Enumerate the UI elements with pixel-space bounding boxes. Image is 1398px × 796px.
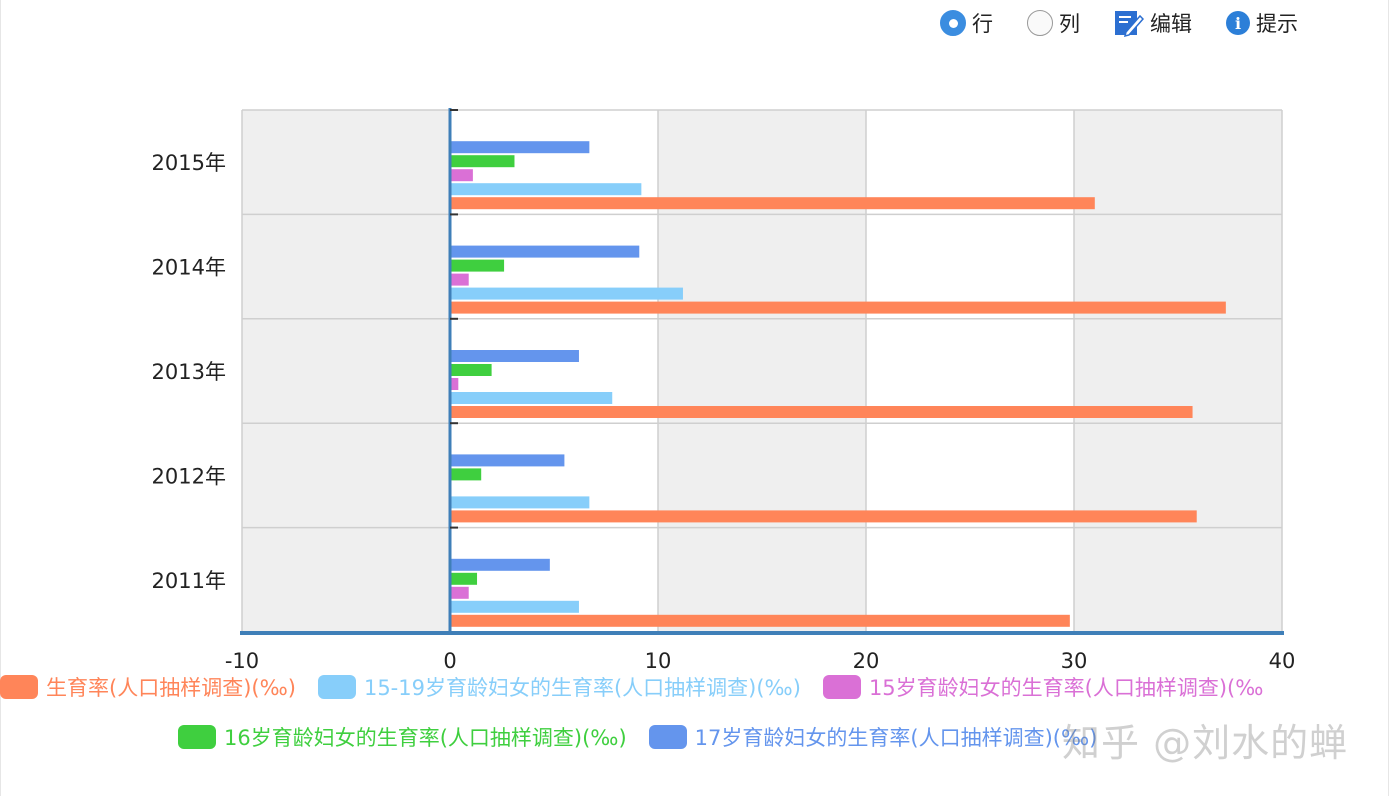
bar xyxy=(450,510,1197,523)
x-tick-label: 10 xyxy=(645,649,672,673)
bar xyxy=(450,155,515,168)
radio-selected-icon[interactable] xyxy=(940,10,966,36)
x-tick-label: 30 xyxy=(1061,649,1088,673)
bar xyxy=(450,245,640,258)
column-radio-label: 列 xyxy=(1059,12,1080,36)
bar xyxy=(450,169,473,182)
legend-label: 生育率(人口抽样调查)(‰) xyxy=(46,676,296,700)
category-label: 2011年 xyxy=(152,569,226,593)
legend-swatch xyxy=(0,675,38,699)
bar xyxy=(450,141,590,154)
legend-row-1: 生育率(人口抽样调查)(‰) 15-19岁育龄妇女的生育率(人口抽样调查)(‰) 1… xyxy=(0,672,1285,702)
legend-row-2: 16岁育龄妇女的生育率(人口抽样调查)(‰) 17岁育龄妇女的生育率(人口抽样调查… xyxy=(178,722,1119,752)
x-tick-label: 20 xyxy=(853,649,880,673)
category-label: 2014年 xyxy=(152,256,226,280)
legend-item[interactable]: 15岁育龄妇女的生育率(人口抽样调查)(‰ xyxy=(822,672,1264,702)
bar xyxy=(450,600,579,613)
plot-stripe xyxy=(1074,318,1282,424)
legend-swatch xyxy=(648,725,687,749)
category-label: 2012年 xyxy=(152,464,226,488)
bar xyxy=(450,197,1095,210)
plot-stripe xyxy=(242,527,450,632)
info-icon: i xyxy=(1226,11,1250,35)
radio-unselected-icon[interactable] xyxy=(1027,10,1053,36)
plot-stripe xyxy=(1074,110,1282,215)
column-radio-option[interactable]: 列 xyxy=(1027,8,1080,38)
chart-toolbar: 行 列 编辑 i 提示 xyxy=(940,8,1332,38)
legend-label: 17岁育龄妇女的生育率(人口抽样调查)(‰) xyxy=(694,726,1098,750)
legend-label: 15-19岁育龄妇女的生育率(人口抽样调查)(‰) xyxy=(363,676,801,700)
bar xyxy=(450,406,1193,418)
plot-stripe xyxy=(1074,423,1282,528)
edit-button[interactable]: 编辑 xyxy=(1114,8,1192,38)
edit-label: 编辑 xyxy=(1150,12,1192,36)
row-radio-option[interactable]: 行 xyxy=(940,8,993,38)
plot-stripe xyxy=(658,214,866,319)
bar xyxy=(450,586,469,599)
bar xyxy=(450,454,565,467)
row-radio-label: 行 xyxy=(972,12,993,36)
legend-label: 16岁育龄妇女的生育率(人口抽样调查)(‰) xyxy=(224,726,627,750)
plot-stripe xyxy=(242,214,450,319)
bar xyxy=(450,273,469,286)
bar xyxy=(450,301,1226,314)
plot-stripe xyxy=(242,318,450,424)
plot-stripe xyxy=(658,110,866,215)
hint-label: 提示 xyxy=(1256,12,1298,36)
plot-stripe xyxy=(658,318,866,424)
legend-label: 15岁育龄妇女的生育率(人口抽样调查)(‰ xyxy=(868,676,1264,700)
bar xyxy=(450,259,505,272)
legend-item[interactable]: 生育率(人口抽样调查)(‰) xyxy=(0,672,296,702)
legend-item[interactable]: 16岁育龄妇女的生育率(人口抽样调查)(‰) xyxy=(178,722,627,752)
plot-stripe xyxy=(242,110,450,215)
bar xyxy=(450,572,478,585)
x-tick-label: 40 xyxy=(1269,649,1296,673)
bar xyxy=(450,287,683,300)
hint-button[interactable]: i 提示 xyxy=(1226,8,1298,38)
legend-swatch xyxy=(822,675,861,699)
bar xyxy=(450,558,550,571)
plot-stripe xyxy=(658,527,866,632)
bar xyxy=(450,496,590,509)
edit-icon xyxy=(1115,11,1144,38)
bar xyxy=(450,392,613,404)
bar xyxy=(450,183,642,196)
frame-right-border xyxy=(1388,0,1389,796)
frame-left-border xyxy=(0,0,1,796)
x-tick-label: -10 xyxy=(225,649,259,673)
bar xyxy=(450,614,1070,627)
plot-stripe xyxy=(1074,527,1282,632)
legend-swatch xyxy=(317,675,356,699)
x-tick-label: 0 xyxy=(443,649,456,673)
legend-item[interactable]: 17岁育龄妇女的生育率(人口抽样调查)(‰) xyxy=(648,722,1098,752)
bar xyxy=(450,364,492,376)
plot-stripe xyxy=(242,423,450,528)
plot-stripe xyxy=(1074,214,1282,319)
legend-item[interactable]: 15-19岁育龄妇女的生育率(人口抽样调查)(‰) xyxy=(317,672,801,702)
category-label: 2013年 xyxy=(152,360,226,384)
bar xyxy=(450,468,482,481)
watermark-text: 知乎 @刘水的蝉 xyxy=(1062,721,1349,765)
category-label: 2015年 xyxy=(152,151,226,175)
bar xyxy=(450,350,579,362)
bar xyxy=(450,378,459,390)
plot-stripe xyxy=(658,423,866,528)
legend-swatch xyxy=(178,725,216,749)
